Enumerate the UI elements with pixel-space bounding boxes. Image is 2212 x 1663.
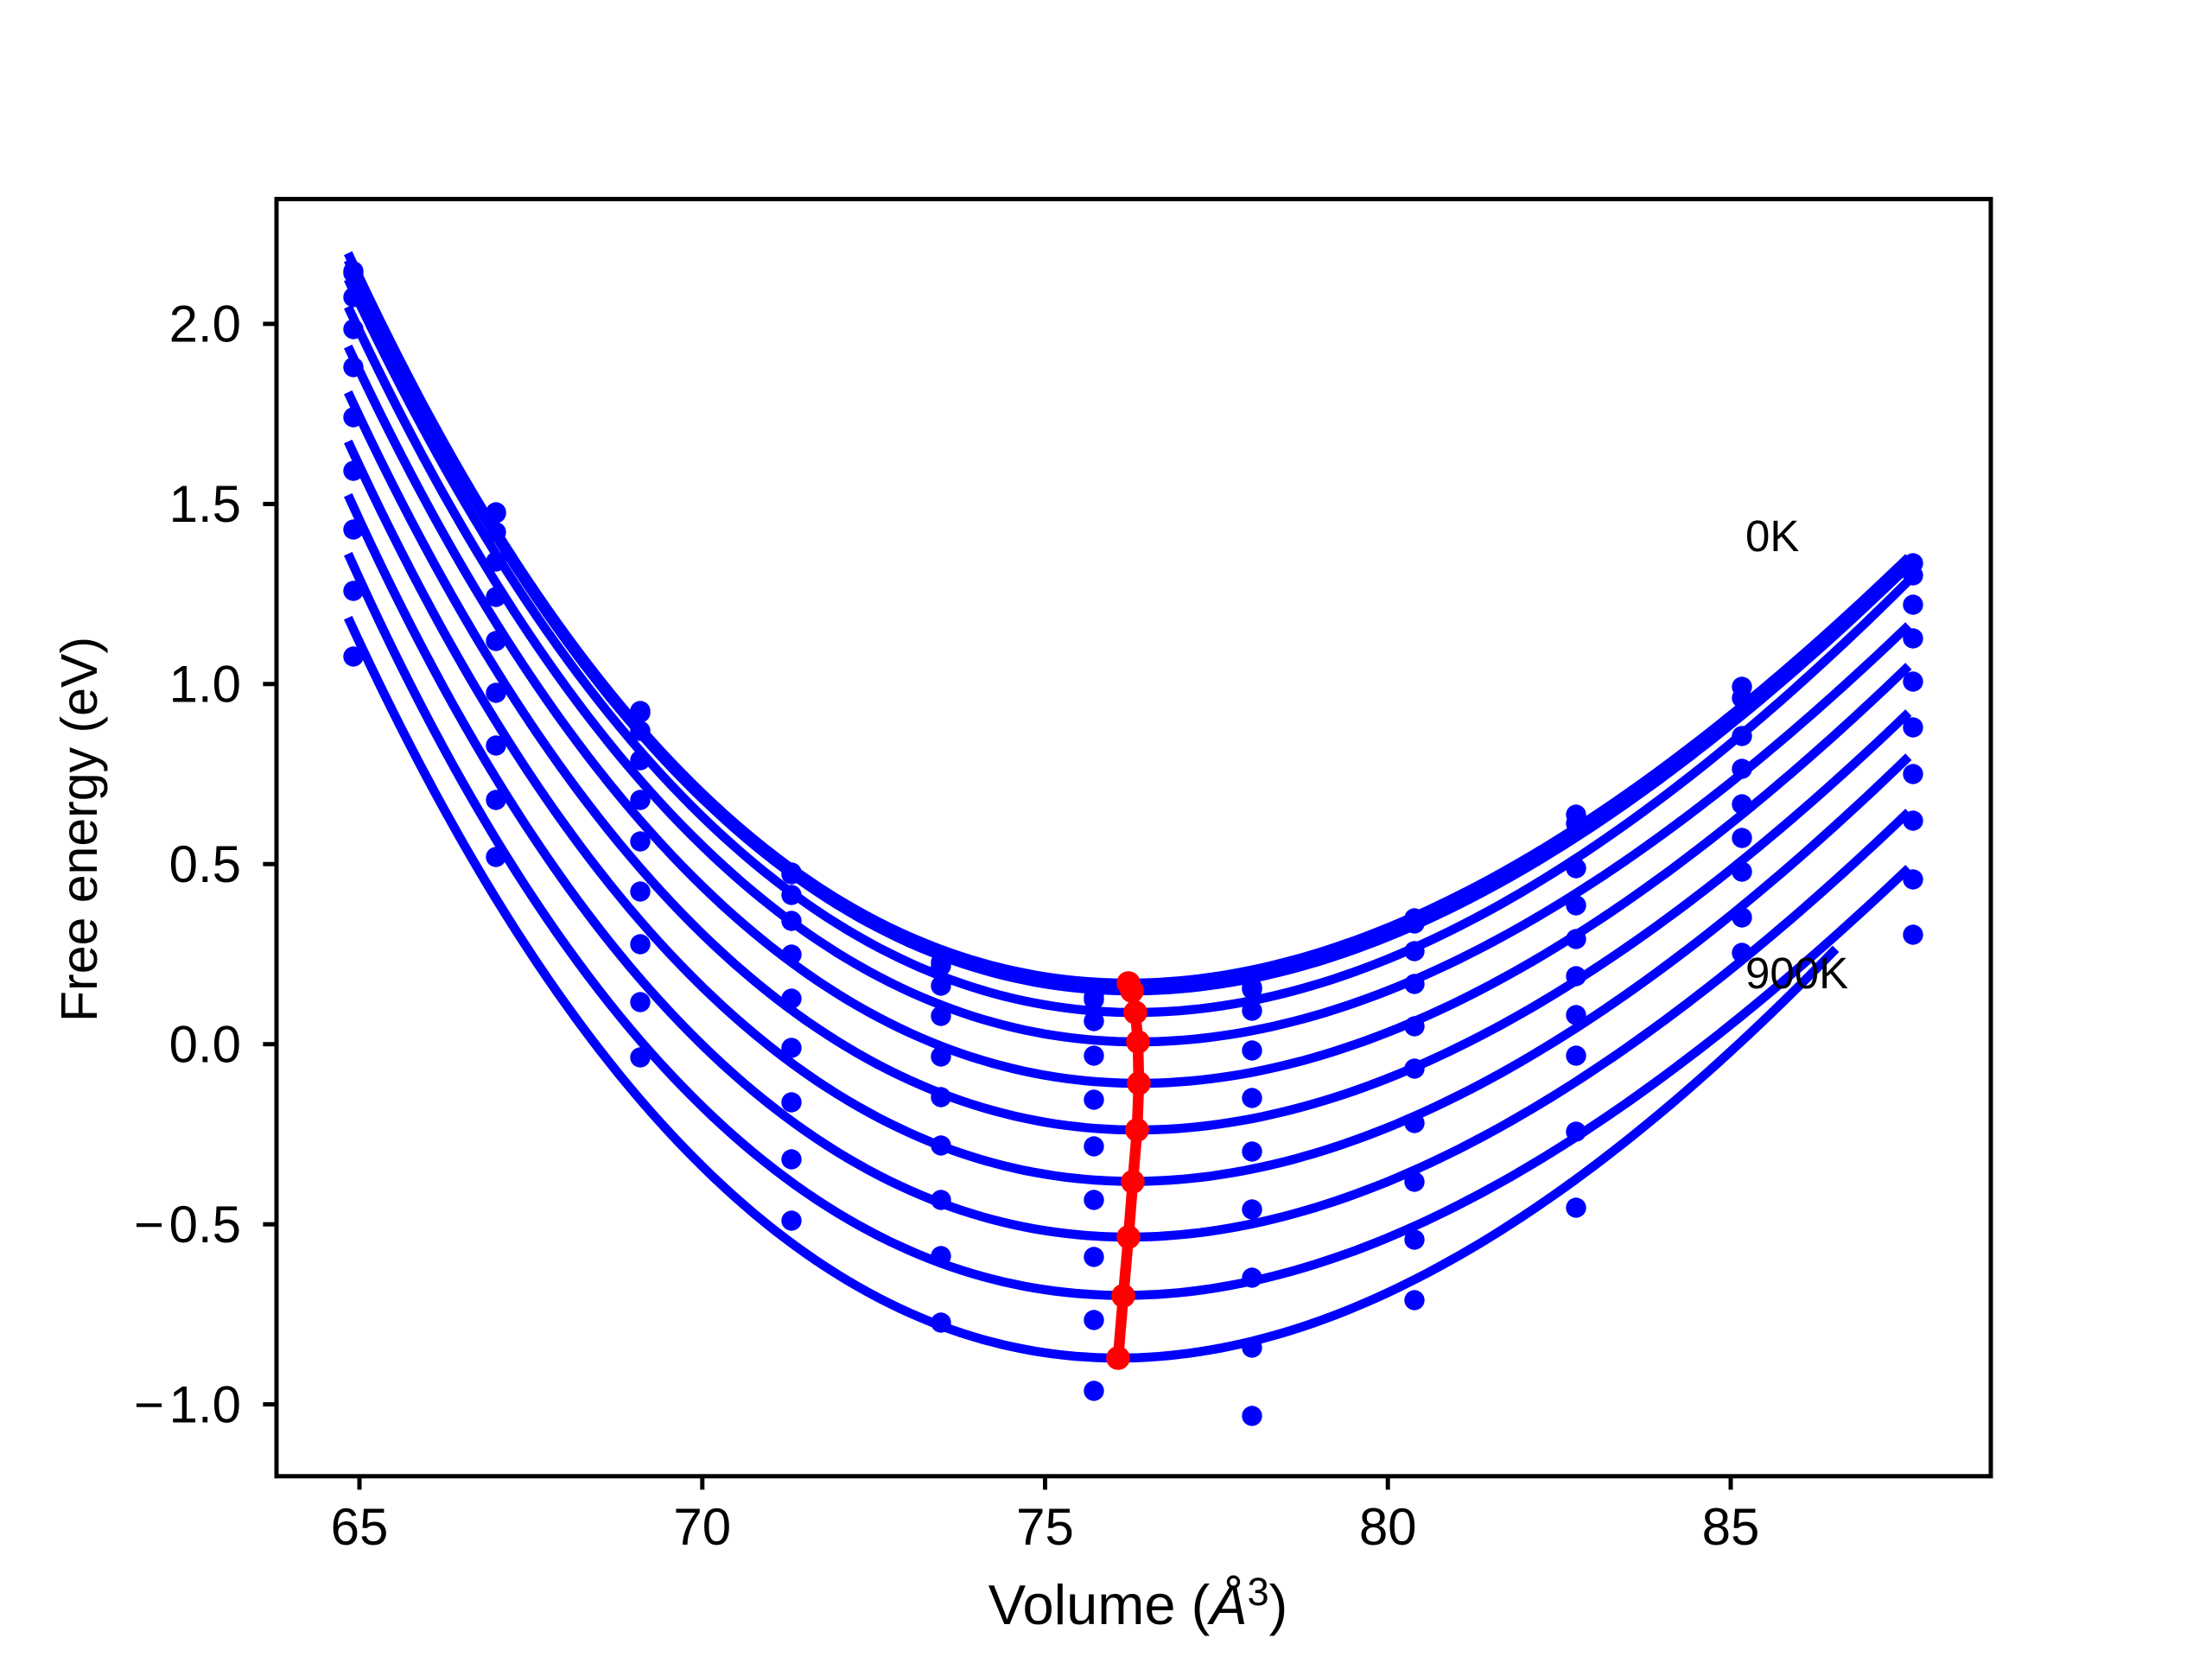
svg-text:75: 75: [1016, 1498, 1074, 1556]
svg-text:2.0: 2.0: [169, 295, 241, 353]
svg-text:Free energy (eV): Free energy (eV): [51, 637, 108, 1022]
svg-text:1.0: 1.0: [169, 1375, 241, 1433]
svg-text:1.5: 1.5: [169, 475, 241, 533]
svg-text:70: 70: [673, 1498, 731, 1556]
svg-text:−: −: [134, 1196, 164, 1254]
svg-text:Volume (Å3): Volume (Å3): [988, 1570, 1288, 1636]
svg-text:0.5: 0.5: [169, 1196, 241, 1254]
svg-text:0.0: 0.0: [169, 1015, 241, 1073]
svg-text:85: 85: [1702, 1498, 1760, 1556]
svg-text:0.5: 0.5: [169, 835, 241, 893]
svg-text:−: −: [134, 1375, 164, 1433]
svg-text:80: 80: [1359, 1498, 1417, 1556]
svg-text:1.0: 1.0: [169, 656, 241, 714]
svg-text:900K: 900K: [1745, 949, 1848, 998]
svg-text:65: 65: [331, 1498, 389, 1556]
svg-text:0K: 0K: [1745, 511, 1799, 561]
